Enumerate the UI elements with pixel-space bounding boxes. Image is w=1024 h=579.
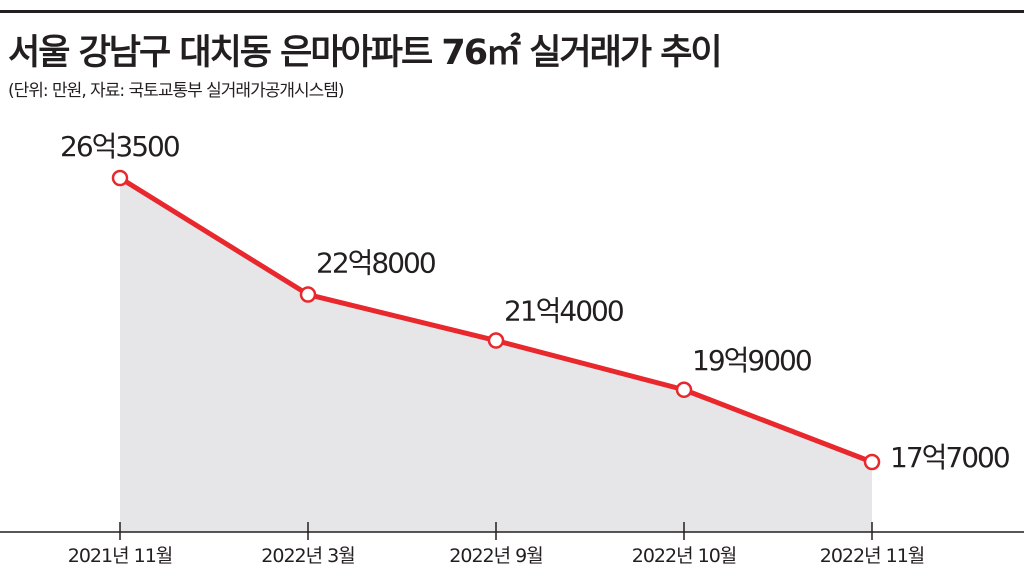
chart-title: 서울 강남구 대치동 은마아파트 76㎡ 실거래가 추이 [8,33,723,73]
data-label: 19억9000 [692,344,811,377]
data-label: 21억4000 [504,295,623,328]
data-label: 17억7000 [890,441,1009,474]
top-rule [0,10,1024,13]
x-tick-label: 2022년 9월 [449,545,542,567]
data-point [675,381,693,399]
data-point [299,286,317,303]
data-label: 26억3500 [60,130,179,163]
area-fill [120,178,872,532]
data-point [863,453,881,471]
chart-subtitle: (단위: 만원, 자료: 국토교통부 실거래가공개시스템) [8,81,345,101]
x-tick-label: 2021년 11월 [68,545,173,567]
x-tick-label: 2022년 3월 [261,545,354,567]
x-tick-label: 2022년 11월 [820,545,925,567]
data-point [487,332,505,349]
data-label: 22억8000 [316,247,435,280]
data-point [111,169,129,187]
x-tick-label: 2022년 10월 [632,545,737,567]
